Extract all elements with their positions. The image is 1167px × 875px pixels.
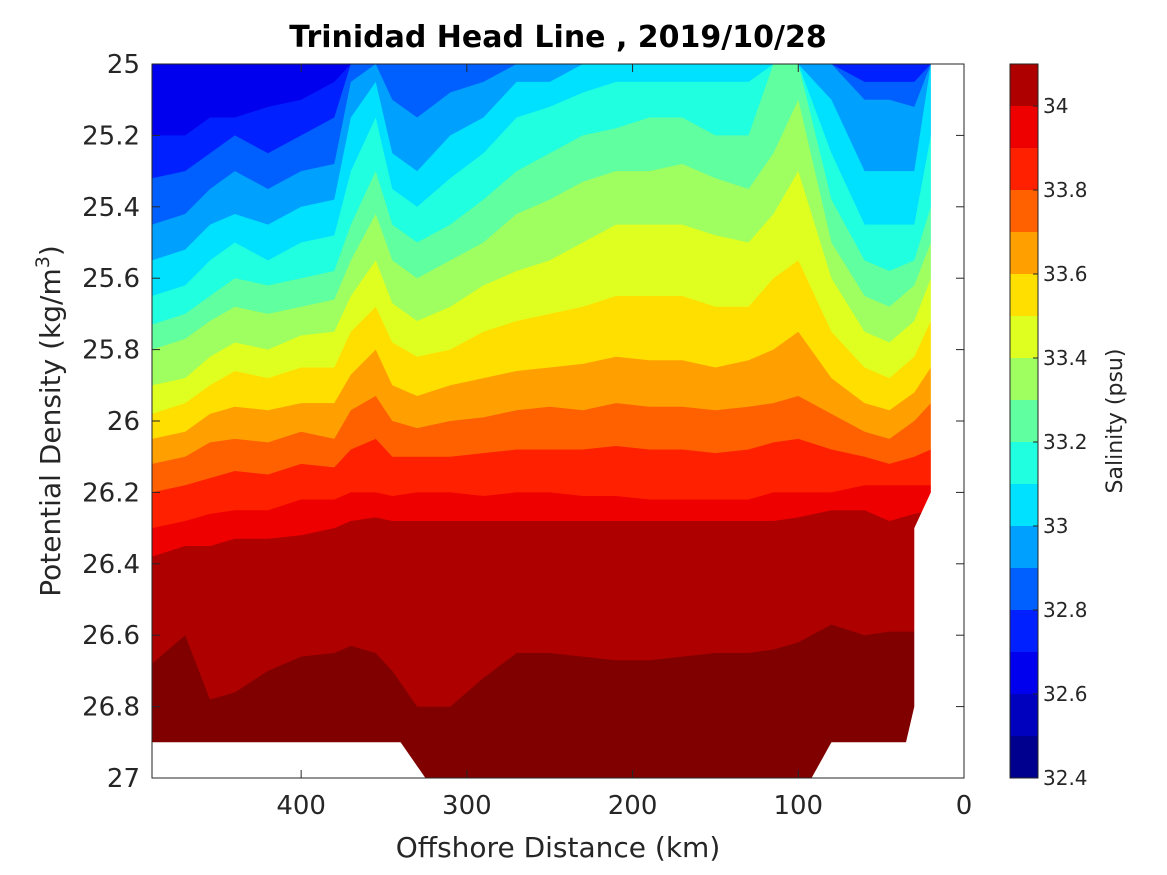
colorbar: [1009, 63, 1039, 779]
y-tick-label: 27: [107, 764, 140, 794]
colorbar-swatch: [1010, 232, 1038, 274]
y-tick-label: 25.2: [82, 121, 140, 151]
colorbar-tick-label: 32.8: [1043, 598, 1088, 622]
colorbar-swatch: [1010, 568, 1038, 610]
x-tick-label: 300: [442, 791, 492, 821]
colorbar-swatch: [1010, 736, 1038, 778]
contour-fill-layer: [152, 64, 964, 778]
colorbar-tick-label: 34: [1043, 94, 1068, 118]
x-axis-label: Offshore Distance (km): [396, 831, 721, 864]
colorbar-tick-label: 33.2: [1043, 430, 1088, 454]
colorbar-swatch: [1010, 316, 1038, 358]
colorbar-tick-label: 32.6: [1043, 682, 1088, 706]
colorbar-swatch: [1010, 526, 1038, 568]
colorbar-swatch: [1010, 358, 1038, 400]
y-axis-label: Potential Density (kg/m3): [32, 245, 67, 597]
y-tick-label: 26.6: [82, 621, 140, 651]
colorbar-label: Salinity (psu): [1103, 349, 1128, 494]
colorbar-ticks: 32.4 32.6 32.8 33 33.2 33.4 33.6 33.8 34: [1033, 94, 1088, 790]
colorbar-swatch: [1010, 652, 1038, 694]
colorbar-swatch: [1010, 400, 1038, 442]
x-tick-label: 400: [276, 791, 326, 821]
y-tick-label: 26.4: [82, 550, 140, 580]
colorbar-swatch: [1010, 274, 1038, 316]
y-tick-label: 26: [107, 407, 140, 437]
x-tick-label: 0: [956, 791, 973, 821]
y-tick-label: 25.6: [82, 264, 140, 294]
colorbar-tick-label: 32.4: [1043, 766, 1088, 790]
contour-band-deepest: [392, 760, 824, 778]
y-axis-label-main: Potential Density (kg/m: [34, 268, 67, 597]
colorbar-swatch: [1010, 694, 1038, 736]
x-tick-label: 200: [608, 791, 658, 821]
y-axis-label-close: ): [34, 245, 67, 256]
y-axis-label-superscript: 3: [32, 256, 54, 268]
colorbar-frame: [1009, 63, 1039, 779]
colorbar-swatch: [1010, 442, 1038, 484]
colorbar-swatch: [1010, 64, 1038, 106]
y-tick-label: 25.8: [82, 336, 140, 366]
contour-band-34: [152, 617, 931, 778]
colorbar-tick-label: 33.4: [1043, 346, 1088, 370]
colorbar-swatch: [1010, 190, 1038, 232]
y-tick-label: 26.2: [82, 478, 140, 508]
y-axis-ticks: 25 25.2 25.4 25.6 25.8 26 26.2 26.4 26.6 26.8 27: [82, 50, 964, 794]
colorbar-tick-label: 33.6: [1043, 262, 1088, 286]
y-tick-label: 26.8: [82, 693, 140, 723]
colorbar-swatch: [1010, 610, 1038, 652]
y-tick-label: 25.4: [82, 193, 140, 223]
x-tick-label: 100: [773, 791, 823, 821]
colorbar-tick-label: 33: [1043, 514, 1068, 538]
chart-title: Trinidad Head Line , 2019/10/28: [289, 20, 826, 55]
y-tick-label: 25: [107, 50, 140, 80]
colorbar-swatch: [1010, 148, 1038, 190]
colorbar-swatch: [1010, 106, 1038, 148]
colorbar-swatch: [1010, 484, 1038, 526]
colorbar-tick-label: 33.8: [1043, 178, 1088, 202]
x-axis-ticks: 400 300 200 100 0: [276, 64, 972, 821]
